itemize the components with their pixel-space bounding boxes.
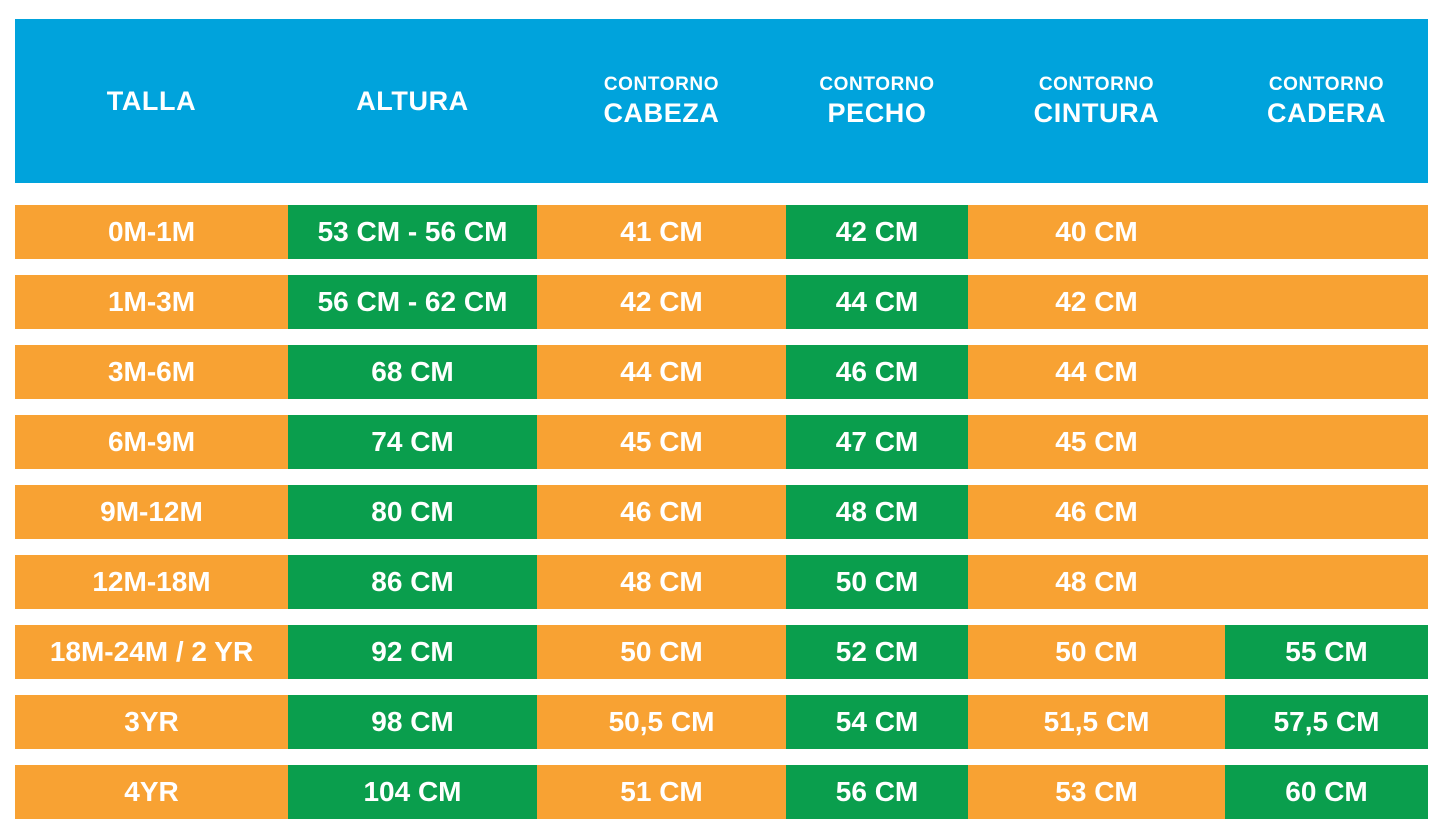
table-row: 12M-18M 86 CM 48 CM 50 CM 48 CM [15,555,1428,609]
cell-contorno-pecho: 44 CM [786,275,968,329]
cell-contorno-cadera: 55 CM [1225,625,1428,679]
cell-altura: 98 CM [288,695,537,749]
cell-contorno-cadera: 60 CM [1225,765,1428,819]
header-pecho-topline: CONTORNO [819,74,935,95]
cell-altura: 53 CM - 56 CM [288,205,537,259]
table-row: 1M-3M 56 CM - 62 CM 42 CM 44 CM 42 CM [15,275,1428,329]
cell-contorno-cintura: 42 CM [968,275,1225,329]
cell-talla: 9M-12M [15,485,288,539]
header-altura: ALTURA [288,19,537,183]
cell-contorno-cintura: 53 CM [968,765,1225,819]
cell-contorno-pecho: 54 CM [786,695,968,749]
size-chart-table: TALLA ALTURA CONTORNO CABEZA CONTORNO PE… [15,19,1428,819]
cell-altura: 74 CM [288,415,537,469]
cell-contorno-pecho: 42 CM [786,205,968,259]
table-row: 6M-9M 74 CM 45 CM 47 CM 45 CM [15,415,1428,469]
header-altura-label: ALTURA [356,86,469,116]
table-row: 18M-24M / 2 YR 92 CM 50 CM 52 CM 50 CM 5… [15,625,1428,679]
cell-contorno-cabeza: 44 CM [537,345,786,399]
header-pecho-label: PECHO [827,98,927,128]
header-talla: TALLA [15,19,288,183]
cell-contorno-cintura: 40 CM [968,205,1225,259]
header-talla-label: TALLA [106,86,197,116]
header-cabeza-label: CABEZA [603,98,720,128]
cell-altura: 92 CM [288,625,537,679]
table-body: 0M-1M 53 CM - 56 CM 41 CM 42 CM 40 CM 1M… [15,205,1428,819]
cell-contorno-cabeza: 42 CM [537,275,786,329]
table-row: 3M-6M 68 CM 44 CM 46 CM 44 CM [15,345,1428,399]
table-row: 0M-1M 53 CM - 56 CM 41 CM 42 CM 40 CM [15,205,1428,259]
cell-contorno-pecho: 46 CM [786,345,968,399]
cell-contorno-cabeza: 41 CM [537,205,786,259]
cell-contorno-cadera: 57,5 CM [1225,695,1428,749]
header-contorno-cabeza: CONTORNO CABEZA [537,19,786,183]
header-contorno-cintura: CONTORNO CINTURA [968,19,1225,183]
cell-contorno-pecho: 56 CM [786,765,968,819]
header-contorno-cadera: CONTORNO CADERA [1225,19,1428,183]
cell-altura: 104 CM [288,765,537,819]
header-cadera-topline: CONTORNO [1268,74,1385,95]
cell-contorno-cabeza: 48 CM [537,555,786,609]
cell-contorno-pecho: 50 CM [786,555,968,609]
header-cadera-label: CADERA [1266,98,1387,128]
cell-contorno-cintura: 46 CM [968,485,1225,539]
cell-contorno-cadera [1225,485,1428,539]
cell-talla: 4YR [15,765,288,819]
table-row: 3YR 98 CM 50,5 CM 54 CM 51,5 CM 57,5 CM [15,695,1428,749]
cell-altura: 56 CM - 62 CM [288,275,537,329]
cell-contorno-cabeza: 51 CM [537,765,786,819]
cell-contorno-cadera [1225,275,1428,329]
header-cintura-topline: CONTORNO [1038,74,1155,95]
table-header: TALLA ALTURA CONTORNO CABEZA CONTORNO PE… [15,19,1428,183]
cell-contorno-pecho: 47 CM [786,415,968,469]
cell-contorno-cabeza: 50 CM [537,625,786,679]
cell-altura: 68 CM [288,345,537,399]
cell-contorno-pecho: 48 CM [786,485,968,539]
cell-contorno-cintura: 51,5 CM [968,695,1225,749]
cell-talla: 3M-6M [15,345,288,399]
cell-altura: 86 CM [288,555,537,609]
cell-contorno-cintura: 44 CM [968,345,1225,399]
cell-altura: 80 CM [288,485,537,539]
cell-contorno-cadera [1225,205,1428,259]
cell-talla: 6M-9M [15,415,288,469]
cell-talla: 12M-18M [15,555,288,609]
cell-contorno-cintura: 45 CM [968,415,1225,469]
cell-contorno-cabeza: 45 CM [537,415,786,469]
cell-talla: 0M-1M [15,205,288,259]
cell-contorno-cadera [1225,555,1428,609]
cell-talla: 3YR [15,695,288,749]
header-cintura-label: CINTURA [1033,98,1160,128]
cell-talla: 1M-3M [15,275,288,329]
header-contorno-pecho: CONTORNO PECHO [786,19,968,183]
cell-contorno-cintura: 48 CM [968,555,1225,609]
cell-contorno-cabeza: 50,5 CM [537,695,786,749]
cell-contorno-cabeza: 46 CM [537,485,786,539]
header-cabeza-topline: CONTORNO [603,74,720,95]
cell-contorno-cadera [1225,345,1428,399]
cell-contorno-pecho: 52 CM [786,625,968,679]
table-row: 4YR 104 CM 51 CM 56 CM 53 CM 60 CM [15,765,1428,819]
cell-contorno-cintura: 50 CM [968,625,1225,679]
cell-talla: 18M-24M / 2 YR [15,625,288,679]
cell-contorno-cadera [1225,415,1428,469]
table-row: 9M-12M 80 CM 46 CM 48 CM 46 CM [15,485,1428,539]
